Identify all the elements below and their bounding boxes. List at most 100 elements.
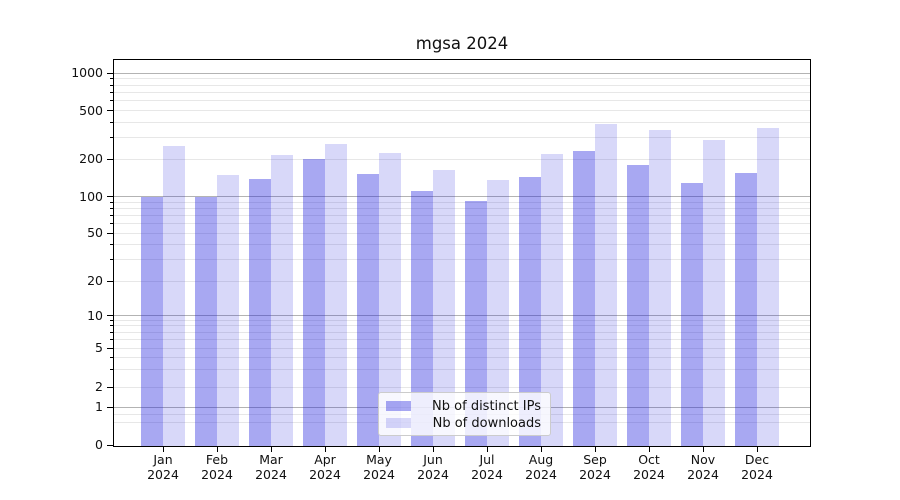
x-tick-label: Jan 2024 bbox=[147, 452, 179, 482]
bar-downloads-jan-2024 bbox=[163, 146, 185, 446]
legend-swatch-downloads bbox=[386, 418, 411, 428]
y-tick-mark bbox=[107, 315, 113, 316]
y-tick-mark bbox=[107, 196, 113, 198]
y-minor-tick-mark bbox=[110, 325, 113, 327]
major-gridline bbox=[114, 315, 810, 316]
y-minor-tick-mark bbox=[110, 121, 113, 123]
minor-gridline bbox=[114, 356, 810, 358]
bar-downloads-feb-2024 bbox=[217, 174, 239, 446]
bar-downloads-aug-2024 bbox=[541, 154, 563, 446]
y-minor-tick-mark bbox=[110, 338, 113, 340]
y-minor-tick-mark bbox=[110, 91, 113, 93]
minor-gridline bbox=[114, 259, 810, 261]
y-minor-tick-mark bbox=[110, 369, 113, 371]
x-tick-mark bbox=[162, 446, 164, 452]
y-minor-tick-mark bbox=[110, 100, 113, 102]
bar-downloads-apr-2024 bbox=[325, 143, 347, 446]
minor-gridline bbox=[114, 331, 810, 333]
legend-label-downloads: Nb of downloads bbox=[432, 415, 541, 431]
y-minor-tick-mark bbox=[110, 137, 113, 139]
x-tick-mark bbox=[702, 446, 704, 452]
x-tick-mark bbox=[270, 446, 272, 452]
x-tick-label: Oct 2024 bbox=[633, 452, 665, 482]
legend-entry-distinct-ips: Nb of distinct IPs bbox=[386, 398, 541, 414]
x-tick-mark bbox=[486, 446, 488, 452]
y-tick-mark bbox=[107, 406, 113, 408]
minor-gridline bbox=[114, 338, 810, 340]
y-minor-tick-mark bbox=[110, 201, 113, 203]
minor-gridline bbox=[114, 137, 810, 139]
bar-downloads-dec-2024 bbox=[757, 127, 779, 446]
y-tick-mark bbox=[107, 72, 113, 74]
bar-distinct-ips-sep-2024 bbox=[573, 150, 595, 446]
minor-gridline bbox=[114, 325, 810, 327]
bar-distinct-ips-jun-2024 bbox=[411, 190, 433, 446]
minor-gridline bbox=[114, 91, 810, 93]
y-tick-label: 1000 bbox=[71, 65, 103, 81]
bar-distinct-ips-jul-2024 bbox=[465, 201, 487, 446]
minor-gridline bbox=[114, 222, 810, 224]
bar-distinct-ips-jan-2024 bbox=[141, 196, 163, 446]
x-tick-label: Aug 2024 bbox=[525, 452, 557, 482]
y-tick-label: 500 bbox=[79, 102, 103, 118]
minor-gridline bbox=[114, 214, 810, 216]
bar-distinct-ips-feb-2024 bbox=[195, 196, 217, 446]
y-tick-label: 10 bbox=[87, 307, 103, 323]
x-tick-mark bbox=[648, 446, 650, 452]
minor-gridline bbox=[114, 347, 810, 349]
x-tick-label: May 2024 bbox=[363, 452, 395, 482]
x-tick-mark bbox=[594, 446, 596, 452]
major-gridline bbox=[114, 196, 810, 198]
minor-gridline bbox=[114, 78, 810, 80]
x-tick-label: Mar 2024 bbox=[255, 452, 287, 482]
bar-distinct-ips-mar-2024 bbox=[249, 179, 271, 446]
minor-gridline bbox=[114, 121, 810, 123]
y-minor-tick-mark bbox=[110, 214, 113, 216]
bar-downloads-oct-2024 bbox=[649, 129, 671, 446]
y-minor-tick-mark bbox=[110, 280, 113, 282]
y-minor-tick-mark bbox=[110, 84, 113, 86]
bar-distinct-ips-dec-2024 bbox=[735, 172, 757, 446]
y-minor-tick-mark bbox=[110, 207, 113, 209]
x-tick-mark bbox=[432, 446, 434, 452]
bar-downloads-may-2024 bbox=[379, 153, 401, 446]
minor-gridline bbox=[114, 386, 810, 388]
x-tick-mark bbox=[540, 446, 542, 452]
bar-distinct-ips-aug-2024 bbox=[519, 177, 541, 446]
x-tick-label: Apr 2024 bbox=[309, 452, 341, 482]
y-tick-label: 1 bbox=[95, 399, 103, 414]
bar-downloads-jun-2024 bbox=[433, 170, 455, 446]
bar-distinct-ips-oct-2024 bbox=[627, 164, 649, 446]
x-tick-mark bbox=[216, 446, 218, 452]
legend-swatch-distinct-ips bbox=[386, 401, 411, 411]
y-minor-tick-mark bbox=[110, 386, 113, 388]
y-minor-tick-mark bbox=[110, 232, 113, 234]
y-tick-label: 5 bbox=[95, 340, 103, 355]
x-tick-mark bbox=[324, 446, 326, 452]
y-minor-tick-mark bbox=[110, 110, 113, 111]
y-minor-tick-mark bbox=[110, 356, 113, 358]
bar-downloads-sep-2024 bbox=[595, 123, 617, 446]
y-minor-tick-mark bbox=[110, 244, 113, 246]
y-tick-label: 50 bbox=[87, 225, 103, 240]
bar-distinct-ips-apr-2024 bbox=[303, 159, 325, 446]
legend-entry-downloads: Nb of downloads bbox=[386, 415, 541, 431]
minor-gridline bbox=[114, 369, 810, 371]
y-minor-tick-mark bbox=[110, 331, 113, 333]
y-tick-label: 100 bbox=[79, 188, 103, 204]
chart-title: mgsa 2024 bbox=[415, 34, 509, 53]
y-tick-label: 20 bbox=[87, 273, 103, 288]
bar-distinct-ips-may-2024 bbox=[357, 174, 379, 446]
minor-gridline bbox=[114, 280, 810, 282]
x-tick-mark bbox=[756, 446, 758, 452]
x-tick-label: Dec 2024 bbox=[741, 452, 773, 482]
x-tick-label: Sep 2024 bbox=[579, 452, 611, 482]
y-tick-label: 2 bbox=[95, 379, 103, 394]
x-tick-label: Jul 2024 bbox=[471, 452, 503, 482]
y-minor-tick-mark bbox=[110, 319, 113, 321]
y-minor-tick-mark bbox=[110, 222, 113, 224]
x-tick-label: Jun 2024 bbox=[417, 452, 449, 482]
x-tick-label: Feb 2024 bbox=[201, 452, 233, 482]
y-minor-tick-mark bbox=[110, 259, 113, 261]
